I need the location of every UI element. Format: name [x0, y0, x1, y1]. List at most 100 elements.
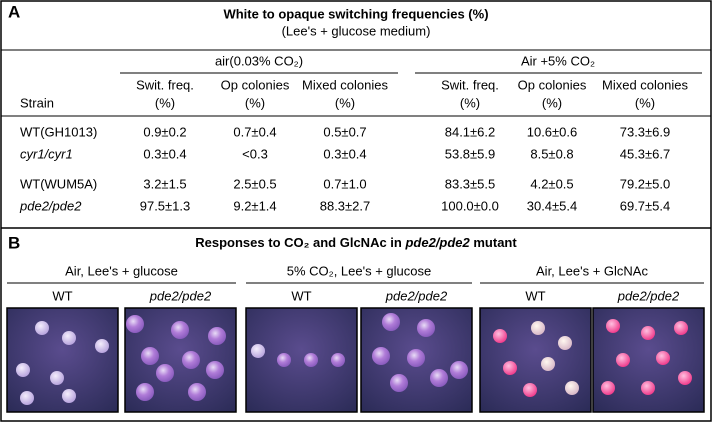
colony — [565, 381, 579, 395]
colony — [558, 336, 572, 350]
table-title: White to opaque switching frequencies (%… — [223, 6, 488, 21]
colony — [20, 391, 34, 405]
group-title: Air, Lee's + GlcNAc — [536, 263, 648, 278]
table-cell: 2.5±0.5 — [233, 176, 276, 191]
colony — [656, 351, 670, 365]
panel-label: B — [8, 233, 20, 252]
table-cell: 9.2±1.4 — [233, 198, 276, 213]
colony — [50, 371, 64, 385]
image-label: WT — [52, 288, 72, 303]
colony — [277, 353, 291, 367]
colony — [390, 374, 408, 392]
table-cell: 3.2±1.5 — [143, 176, 186, 191]
column-header: Op colonies — [221, 77, 290, 92]
title-part: pde2/pde2 — [404, 235, 470, 250]
colony — [331, 353, 345, 367]
colony — [208, 327, 226, 345]
colony — [95, 339, 109, 353]
strain-header: Strain — [20, 95, 54, 110]
column-header: (%) — [460, 95, 480, 110]
colony — [606, 319, 620, 333]
image-label: WT — [525, 288, 545, 303]
column-header: Mixed colonies — [602, 77, 688, 92]
colony — [601, 381, 615, 395]
table-cell: 0.9±0.2 — [143, 124, 186, 139]
column-header: (%) — [335, 95, 355, 110]
colony — [503, 361, 517, 375]
table-cell: 0.7±0.4 — [233, 124, 276, 139]
group-header: air(0.03% CO₂) — [215, 53, 303, 68]
colony — [523, 383, 537, 397]
colony — [35, 321, 49, 335]
group-title: Air, Lee's + glucose — [65, 263, 178, 278]
colony — [641, 381, 655, 395]
table-cell: <0.3 — [242, 146, 268, 161]
strain-name: cyr1/cyr1 — [20, 146, 73, 161]
colony — [156, 364, 174, 382]
colony — [182, 351, 200, 369]
colony — [407, 349, 425, 367]
table-cell: 53.8±5.9 — [445, 146, 496, 161]
colony — [141, 347, 159, 365]
table-cell: 84.1±6.2 — [445, 124, 496, 139]
colony — [126, 315, 144, 333]
title-part: mutant — [470, 235, 518, 250]
table-cell: 0.3±0.4 — [323, 146, 366, 161]
colony — [674, 321, 688, 335]
table-cell: 0.3±0.4 — [143, 146, 186, 161]
title-part: Responses to CO₂ and GlcNAc in — [195, 235, 405, 250]
colony — [616, 353, 630, 367]
colony — [678, 371, 692, 385]
colony — [136, 383, 154, 401]
table-cell: 79.2±5.0 — [620, 176, 671, 191]
column-header: (%) — [635, 95, 655, 110]
colony — [493, 329, 507, 343]
colony — [450, 361, 468, 379]
image-label: pde2/pde2 — [385, 288, 448, 303]
colony — [251, 344, 265, 358]
table-cell: 0.7±1.0 — [323, 176, 366, 191]
colony — [382, 313, 400, 331]
table-cell: 8.5±0.8 — [530, 146, 573, 161]
colony — [641, 326, 655, 340]
column-header: Swit. freq. — [441, 77, 499, 92]
column-header: (%) — [155, 95, 175, 110]
column-header: Swit. freq. — [136, 77, 194, 92]
column-header: Op colonies — [518, 77, 587, 92]
column-header: (%) — [542, 95, 562, 110]
colony — [171, 321, 189, 339]
strain-name: pde2/pde2 — [19, 198, 82, 213]
table-cell: 30.4±5.4 — [527, 198, 578, 213]
group-title: 5% CO₂, Lee's + glucose — [287, 263, 431, 278]
image-label: WT — [291, 288, 311, 303]
column-header: Mixed colonies — [302, 77, 388, 92]
colony — [372, 347, 390, 365]
colony — [206, 361, 224, 379]
panel-b-title: Responses to CO₂ and GlcNAc in pde2/pde2… — [195, 235, 517, 250]
table-cell: 97.5±1.3 — [140, 198, 191, 213]
colony — [417, 319, 435, 337]
panel-label: A — [8, 2, 20, 21]
colony — [531, 321, 545, 335]
colony — [62, 389, 76, 403]
image-label: pde2/pde2 — [149, 288, 212, 303]
table-cell: 45.3±6.7 — [620, 146, 671, 161]
colony — [188, 383, 206, 401]
image-label: pde2/pde2 — [617, 288, 680, 303]
colony — [16, 363, 30, 377]
table-subtitle: (Lee's + glucose medium) — [282, 23, 431, 38]
colony — [304, 353, 318, 367]
table-cell: 73.3±6.9 — [620, 124, 671, 139]
table-cell: 4.2±0.5 — [530, 176, 573, 191]
table-cell: 0.5±0.7 — [323, 124, 366, 139]
table-cell: 69.7±5.4 — [620, 198, 671, 213]
colony — [62, 331, 76, 345]
table-cell: 83.3±5.5 — [445, 176, 496, 191]
table-cell: 88.3±2.7 — [320, 198, 371, 213]
table-cell: 100.0±0.0 — [441, 198, 499, 213]
colony — [541, 357, 555, 371]
group-header: Air +5% CO₂ — [521, 53, 595, 68]
strain-name: WT(WUM5A) — [20, 176, 97, 191]
